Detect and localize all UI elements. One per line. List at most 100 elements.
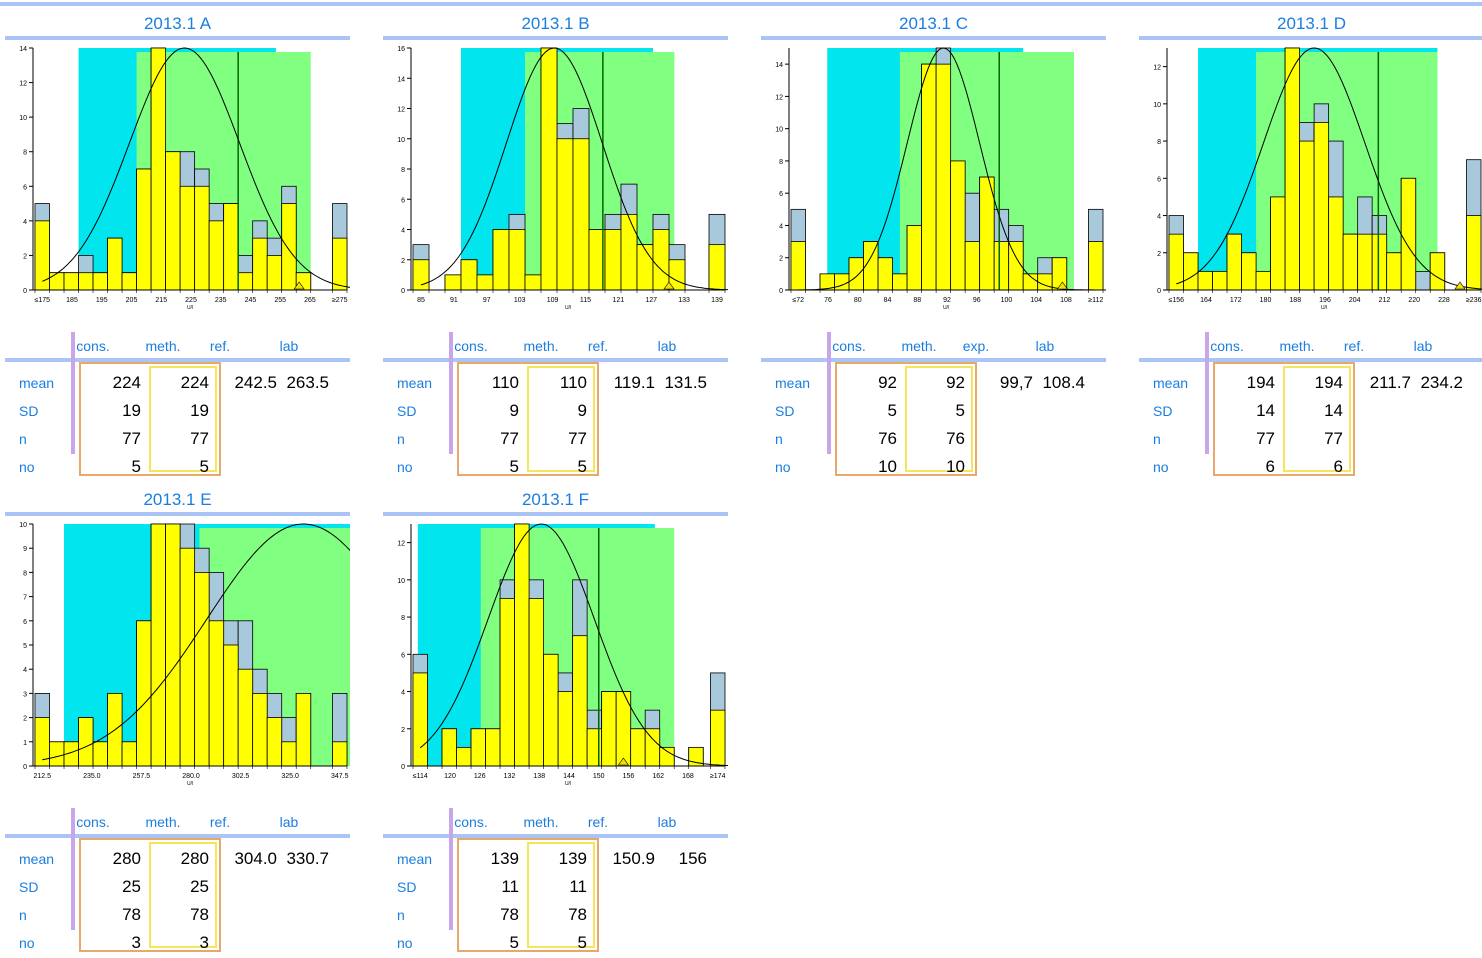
cons-box (1213, 362, 1355, 476)
stats-value-ref: 211.7 (1369, 373, 1411, 392)
stats-row-label: mean (1153, 375, 1189, 391)
stats-header-c3: ref. (209, 338, 231, 354)
bar-method (601, 691, 617, 767)
bar-method (1313, 122, 1330, 291)
meth-box (149, 366, 217, 472)
x-tick-label: 108 (1060, 297, 1072, 304)
y-tick-label: 0 (401, 288, 405, 295)
stats-table: cons. meth. exp. lab mean 92 92 99,7 108.4 SD 5 5 n 7… (761, 332, 1106, 482)
bar-method (993, 241, 1010, 291)
bar-method (92, 272, 108, 291)
stats-value-meth: 5 (577, 933, 587, 952)
bar-method (499, 598, 515, 767)
y-tick-label: 10 (775, 127, 783, 134)
bar-method (332, 237, 348, 291)
y-tick-label: 10 (397, 578, 405, 585)
bar-method (556, 138, 574, 291)
y-tick-label: 4 (401, 690, 405, 697)
bar-method (540, 47, 558, 291)
chart-panel: 2013.1 C 0 2 4 6 8 10 12 14 ≤72 76 80 84 88 92 96 100 104… (761, 6, 1106, 476)
stats-value-cons: 9 (509, 401, 519, 420)
stats-value-cons: 77 (122, 429, 141, 448)
x-tick-label: 103 (514, 297, 526, 304)
stats-row-label: no (1153, 459, 1169, 475)
panel-title: 2013.1 F (521, 490, 590, 509)
stats-header-c4: lab (1035, 338, 1055, 354)
bar-method (444, 274, 462, 291)
bar-method (543, 653, 559, 767)
stats-value-meth: 280 (180, 849, 209, 868)
x-axis-label: U/l (1321, 305, 1327, 311)
bar-method (620, 213, 638, 291)
stats-header-c1: cons. (1210, 338, 1244, 354)
y-tick-label: 0 (779, 288, 783, 295)
bar-method (1357, 233, 1373, 291)
bar-method (644, 728, 661, 767)
bar-method (266, 255, 283, 291)
x-tick-label: 92 (943, 297, 951, 304)
stats-row-label: SD (19, 403, 39, 419)
stats-header-c2: meth. (145, 814, 181, 830)
x-tick-label: 144 (563, 773, 575, 780)
stats-row-label: SD (397, 879, 417, 895)
stats-header-c2: meth. (145, 338, 181, 354)
stats-value-lab: 108.4 (1042, 373, 1085, 392)
stats-value-meth: 76 (946, 429, 965, 448)
stats-header-c2: meth. (1279, 338, 1315, 354)
stats-value-cons: 280 (112, 849, 141, 868)
stats-header-c3: ref. (587, 814, 609, 830)
top-divider (0, 2, 1482, 6)
stats-value-lab: 131.5 (664, 373, 707, 392)
lab-marker-icon (663, 281, 675, 290)
bar-method (92, 741, 108, 767)
y-tick-label: 4 (779, 223, 783, 230)
y-tick-label: 3 (23, 691, 27, 698)
stats-row-label: mean (775, 375, 811, 391)
bar-method (223, 644, 239, 767)
cons-box (835, 362, 977, 476)
stats-value-cons: 78 (500, 905, 519, 924)
x-tick-label: 204 (1349, 297, 1361, 304)
y-tick-label: 12 (397, 541, 405, 548)
bar-method (892, 273, 908, 291)
bar-method (572, 635, 588, 767)
bar-method (1197, 270, 1213, 291)
x-tick-label: 91 (450, 297, 458, 304)
lab-marker-icon (617, 757, 630, 766)
bar-method (237, 272, 254, 291)
y-tick-label: 6 (23, 619, 27, 626)
bar-method (266, 717, 283, 767)
x-tick-label: 88 (913, 297, 921, 304)
bar-method (524, 274, 542, 291)
y-tick-label: 5 (23, 643, 27, 650)
stats-value-cons: 76 (878, 429, 897, 448)
x-tick-label: 126 (474, 773, 486, 780)
x-tick-label: 127 (645, 297, 657, 304)
stats-value-cons: 77 (500, 429, 519, 448)
y-tick-label: 6 (1157, 176, 1161, 183)
y-tick-label: 8 (23, 150, 27, 157)
y-tick-label: 4 (23, 219, 27, 226)
bar-method (572, 138, 590, 291)
bar-method (456, 746, 472, 767)
stats-value-meth: 110 (559, 373, 587, 392)
bar-method (237, 668, 254, 767)
stats-row-label: SD (1153, 403, 1173, 419)
bar-method (979, 176, 995, 291)
x-tick-label: 115 (580, 297, 591, 304)
bar-method (528, 598, 545, 767)
x-tick-label: 228 (1438, 297, 1450, 304)
x-tick-label: 132 (504, 773, 516, 780)
stats-value-cons: 25 (122, 877, 141, 896)
bar-method (950, 160, 966, 291)
stats-value-cons: 5 (887, 401, 897, 420)
panel-title: 2013.1 A (143, 14, 212, 33)
bar-method (136, 620, 152, 767)
x-tick-label: 257.5 (133, 773, 151, 780)
stats-row-label: n (19, 907, 27, 923)
stats-header-c3: ref. (209, 814, 231, 830)
y-tick-label: 2 (1157, 251, 1161, 258)
bar-method (460, 259, 478, 291)
y-tick-label: 10 (19, 115, 27, 122)
gaussian-curve (420, 47, 728, 291)
